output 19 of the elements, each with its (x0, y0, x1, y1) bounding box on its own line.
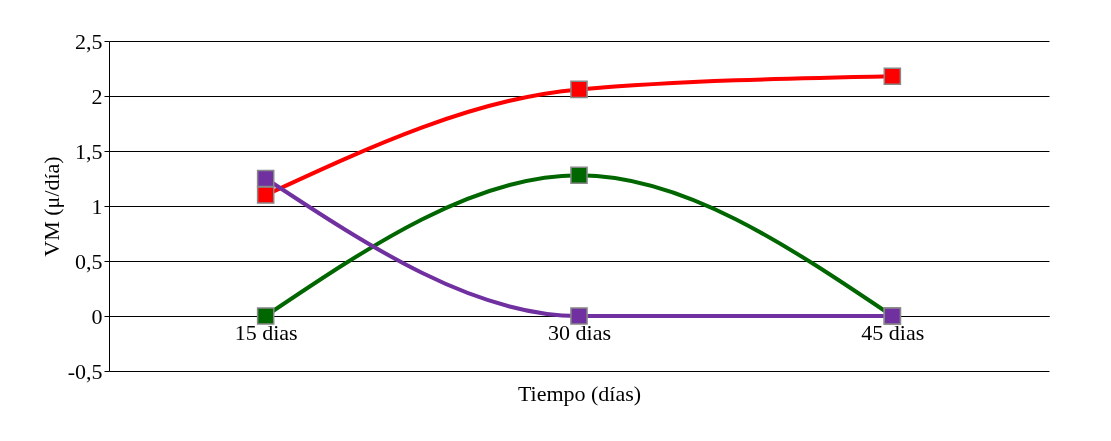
y-tick-label: 1,5 (75, 138, 103, 164)
y-tick-label: 0,5 (75, 248, 103, 274)
y-tick-label: -0,5 (67, 358, 103, 384)
point (256, 307, 275, 325)
point (570, 307, 588, 325)
x-tick-label: 15 dias (234, 319, 298, 345)
point (256, 169, 275, 188)
point (256, 186, 275, 204)
y-tick-label: 2 (91, 83, 103, 109)
x-tick-label: 45 dias (861, 319, 925, 345)
x-tick-label: 30 dias (548, 319, 611, 345)
point (570, 80, 588, 99)
y-axis-title: VM (μ/día) (38, 156, 64, 257)
point (570, 166, 588, 185)
y-tick-label: 1 (91, 193, 103, 219)
y-tick-label: 2,5 (75, 28, 103, 54)
y-tick-label: 0 (91, 303, 103, 329)
point (883, 67, 902, 86)
x-axis-title: Tiempo (días) (517, 380, 642, 406)
